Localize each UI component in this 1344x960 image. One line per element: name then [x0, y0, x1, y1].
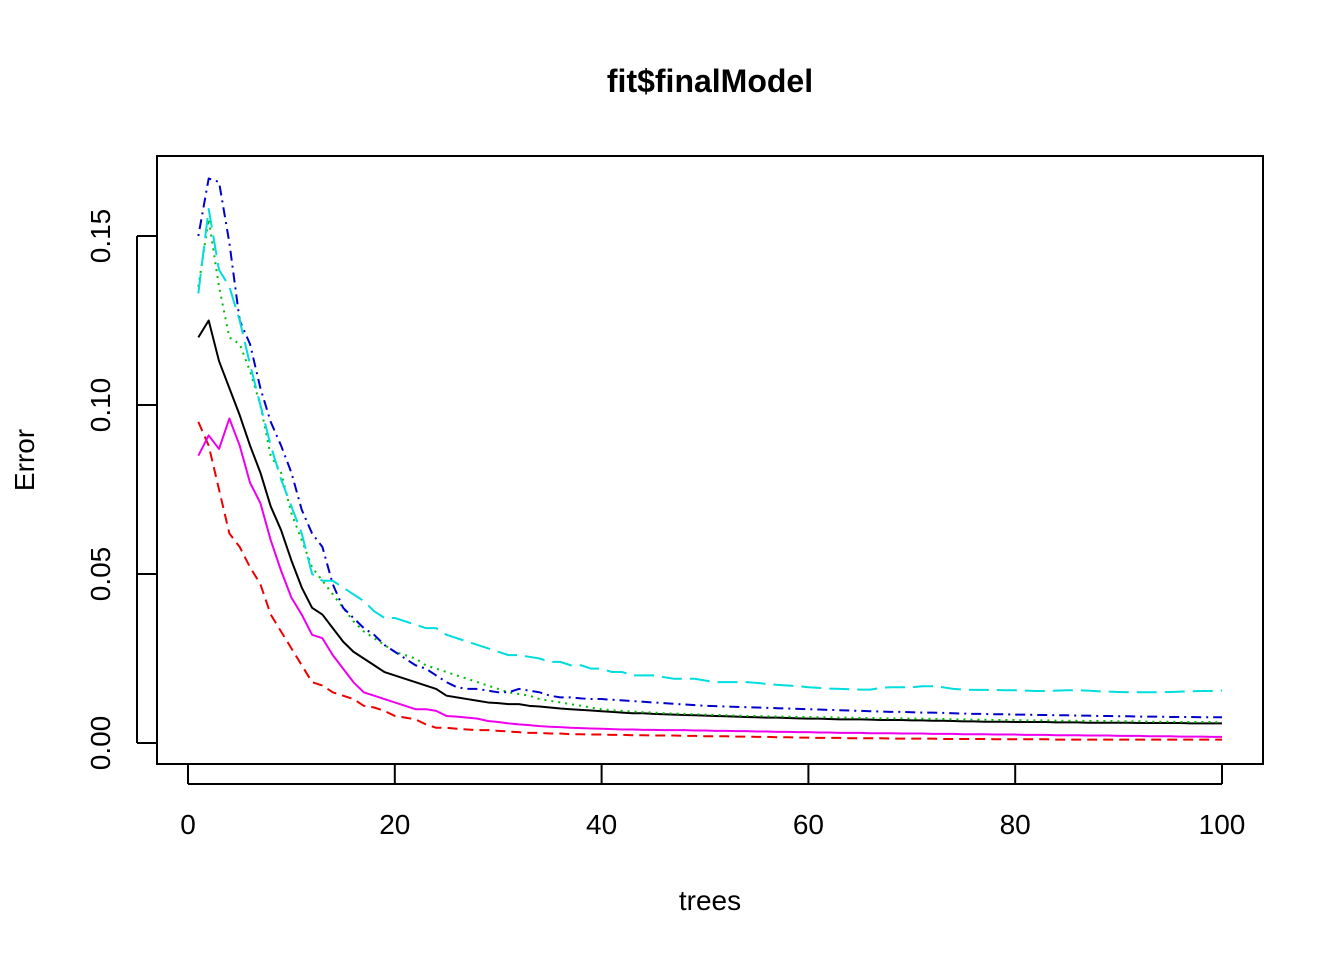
x-axis-title: trees	[679, 885, 741, 916]
plot-frame	[156, 155, 1264, 765]
series-line-1	[197, 319, 1222, 725]
x-tick-label: 0	[180, 809, 196, 840]
series-line-3	[197, 218, 1223, 724]
series-line-5	[197, 207, 1223, 694]
x-tick-label: 100	[1199, 809, 1246, 840]
y-tick-label: 0.00	[85, 716, 116, 771]
chart-title: fit$finalModel	[607, 63, 813, 99]
y-tick-label: 0.05	[85, 547, 116, 602]
series-layer	[197, 177, 1223, 741]
x-tick-label: 60	[793, 809, 824, 840]
series-line-6	[197, 417, 1222, 738]
x-tick-label: 40	[586, 809, 617, 840]
x-axis: 0 20 40 60 80 100	[180, 764, 1245, 840]
series-line-4	[197, 177, 1222, 719]
y-axis: 0.00 0.05 0.10 0.15	[85, 209, 157, 771]
y-tick-label: 0.10	[85, 378, 116, 433]
y-axis-title: Error	[9, 429, 40, 491]
y-tick-label: 0.15	[85, 209, 116, 264]
x-tick-label: 80	[1000, 809, 1031, 840]
x-tick-label: 20	[379, 809, 410, 840]
series-line-2	[197, 421, 1222, 741]
